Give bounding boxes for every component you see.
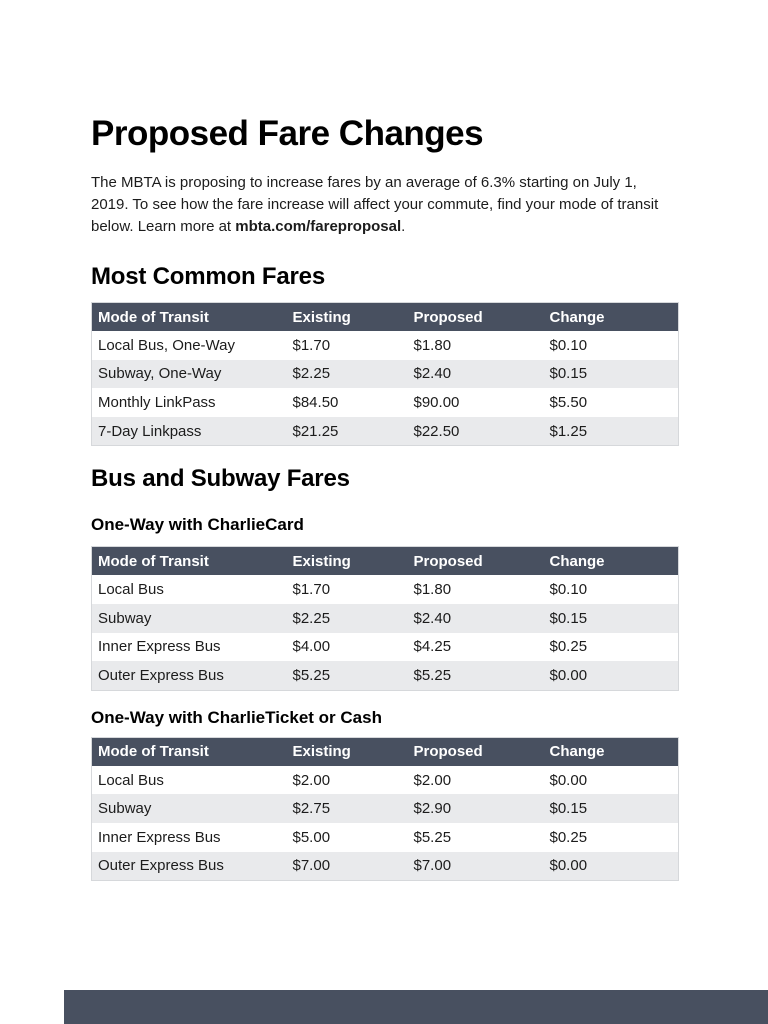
heading-bus-and-subway-fares: Bus and Subway Fares xyxy=(91,465,350,493)
subheading-charliecard: One-Way with CharlieCard xyxy=(91,515,304,535)
table-cell: $0.00 xyxy=(543,765,679,795)
table-cell: $1.25 xyxy=(543,416,679,446)
table-cell: $2.00 xyxy=(286,765,408,795)
column-header: Proposed xyxy=(407,546,544,576)
table-cell: $0.10 xyxy=(543,331,679,360)
table-cell: Subway, One-Way xyxy=(91,359,287,389)
table-cell: $5.00 xyxy=(286,822,408,852)
column-header: Mode of Transit xyxy=(91,737,287,766)
table-cell: Local Bus xyxy=(91,575,287,604)
column-header: Existing xyxy=(286,737,408,766)
table-cell: $0.10 xyxy=(543,575,679,604)
table-cell: 7-Day Linkpass xyxy=(91,416,287,446)
table-cell: $0.25 xyxy=(543,822,679,852)
table-cell: $22.50 xyxy=(407,416,544,446)
column-header: Change xyxy=(543,737,679,766)
table-cell: Outer Express Bus xyxy=(91,661,287,691)
table-cell: $90.00 xyxy=(407,388,544,417)
table-cell: Local Bus, One-Way xyxy=(91,331,287,360)
table-row: 7-Day Linkpass $21.25 $22.50 $1.25 xyxy=(91,416,679,446)
table-row: Subway $2.25 $2.40 $0.15 xyxy=(91,603,679,633)
table-cell: $5.50 xyxy=(543,388,679,417)
table-cell: $4.00 xyxy=(286,632,408,662)
document-content: Proposed Fare Changes The MBTA is propos… xyxy=(91,0,679,882)
table-cell: $1.80 xyxy=(407,331,544,360)
table-cell: $1.80 xyxy=(407,575,544,604)
table-header-row: Mode of Transit Existing Proposed Change xyxy=(91,737,679,766)
table-cell: $0.00 xyxy=(543,661,679,691)
table-cell: $4.25 xyxy=(407,632,544,662)
table-cell: $2.25 xyxy=(286,359,408,389)
table-cell: Inner Express Bus xyxy=(91,632,287,662)
intro-text: The MBTA is proposing to increase fares … xyxy=(91,174,659,235)
table-most-common-fares: Mode of Transit Existing Proposed Change… xyxy=(91,302,679,447)
table-row: Subway $2.75 $2.90 $0.15 xyxy=(91,794,679,823)
table-cell: $7.00 xyxy=(407,851,544,881)
fareproposal-link[interactable]: mbta.com/fareproposal xyxy=(235,218,402,235)
table-cell: $2.25 xyxy=(286,603,408,633)
column-header: Mode of Transit xyxy=(91,546,287,576)
table-cell: $2.40 xyxy=(407,359,544,389)
table-cell: Outer Express Bus xyxy=(91,851,287,881)
column-header: Mode of Transit xyxy=(91,302,287,331)
table-cell: $0.15 xyxy=(543,794,679,823)
intro-paragraph: The MBTA is proposing to increase fares … xyxy=(91,172,678,238)
subheading-charlieticket-or-cash: One-Way with CharlieTicket or Cash xyxy=(91,707,382,727)
table-cell: $2.75 xyxy=(286,794,408,823)
column-header: Proposed xyxy=(407,302,544,331)
table-row: Inner Express Bus $4.00 $4.25 $0.25 xyxy=(91,632,679,662)
table-cell: $1.70 xyxy=(286,331,408,360)
table-row: Outer Express Bus $5.25 $5.25 $0.00 xyxy=(91,661,679,691)
table-header-row: Mode of Transit Existing Proposed Change xyxy=(91,546,679,576)
table-cell: $7.00 xyxy=(286,851,408,881)
column-header: Change xyxy=(543,546,679,576)
table-row: Local Bus $1.70 $1.80 $0.10 xyxy=(91,575,679,604)
table-cell: $2.40 xyxy=(407,603,544,633)
table-row: Subway, One-Way $2.25 $2.40 $0.15 xyxy=(91,359,679,389)
table-cell: $0.00 xyxy=(543,851,679,881)
table-cell: Local Bus xyxy=(91,765,287,795)
table-row: Local Bus $2.00 $2.00 $0.00 xyxy=(91,765,679,795)
table-cell: $1.70 xyxy=(286,575,408,604)
table-row: Inner Express Bus $5.00 $5.25 $0.25 xyxy=(91,822,679,852)
table-row: Monthly LinkPass $84.50 $90.00 $5.50 xyxy=(91,388,679,417)
table-cell: Inner Express Bus xyxy=(91,822,287,852)
table-cell: $2.00 xyxy=(407,765,544,795)
column-header: Existing xyxy=(286,546,408,576)
table-cell: $84.50 xyxy=(286,388,408,417)
table-row: Local Bus, One-Way $1.70 $1.80 $0.10 xyxy=(91,331,679,360)
table-row: Outer Express Bus $7.00 $7.00 $0.00 xyxy=(91,851,679,881)
table-header-row: Mode of Transit Existing Proposed Change xyxy=(91,302,679,331)
table-cell: Subway xyxy=(91,603,287,633)
intro-period: . xyxy=(401,218,406,235)
table-cell: $5.25 xyxy=(407,661,544,691)
table-cell: Subway xyxy=(91,794,287,823)
column-header: Existing xyxy=(286,302,408,331)
column-header: Change xyxy=(543,302,679,331)
table-cell: $0.25 xyxy=(543,632,679,662)
table-cell: $21.25 xyxy=(286,416,408,446)
table-cell: Monthly LinkPass xyxy=(91,388,287,417)
table-cell: $5.25 xyxy=(407,822,544,852)
table-cell: $2.90 xyxy=(407,794,544,823)
heading-most-common-fares: Most Common Fares xyxy=(91,263,325,290)
table-cell: $5.25 xyxy=(286,661,408,691)
table-cell: $0.15 xyxy=(543,603,679,633)
table-one-way-charliecard: Mode of Transit Existing Proposed Change… xyxy=(91,546,679,691)
table-one-way-charlieticket-or-cash: Mode of Transit Existing Proposed Change… xyxy=(91,736,679,882)
page-title: Proposed Fare Changes xyxy=(91,114,484,153)
column-header: Proposed xyxy=(407,737,544,766)
table-cell: $0.15 xyxy=(543,359,679,389)
partial-next-table-header xyxy=(64,990,768,1024)
